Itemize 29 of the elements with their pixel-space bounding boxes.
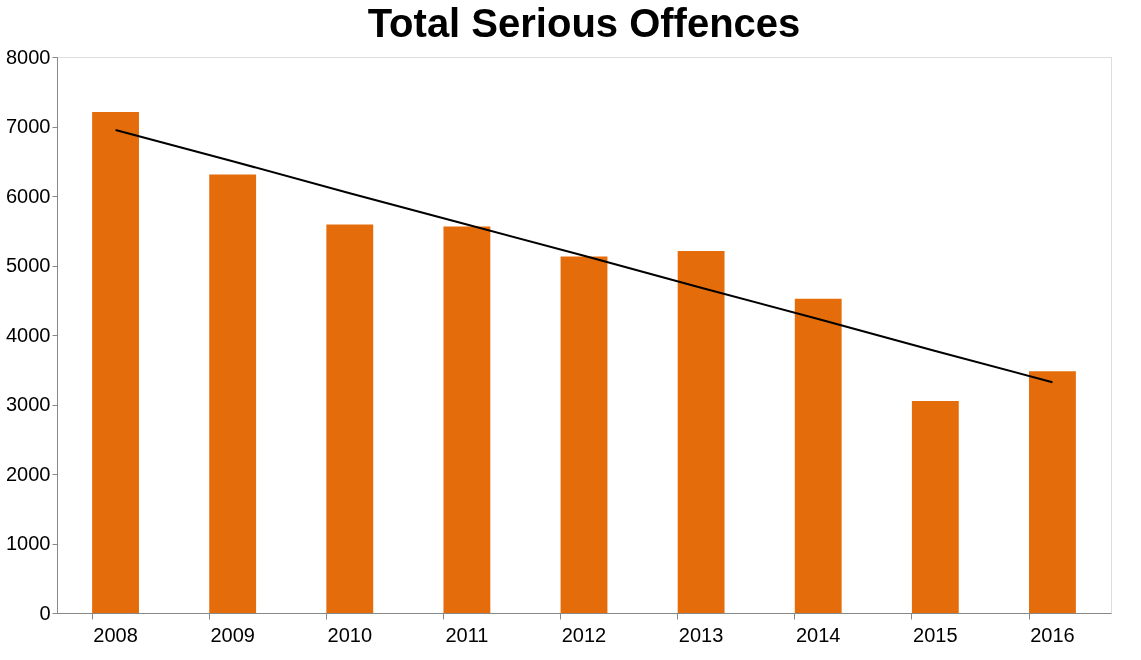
x-tick-label: 2008	[93, 623, 138, 646]
line-series	[114, 128, 1054, 384]
bar	[209, 174, 257, 613]
x-tick-label: 2013	[678, 623, 724, 646]
x-tick-label: 2015	[913, 623, 958, 646]
bar	[911, 401, 959, 613]
y-tick-label: 7000	[6, 115, 51, 137]
x-tick-label: 2010	[327, 623, 373, 646]
bar	[1029, 371, 1076, 613]
bar	[560, 256, 608, 613]
bar	[677, 250, 725, 613]
x-tick-label: 2014	[795, 623, 841, 646]
y-tick-label: 2000	[6, 462, 51, 485]
x-tick-label: 2009	[210, 623, 255, 646]
y-tick-label: 6000	[6, 184, 51, 207]
bar	[794, 298, 842, 613]
bar	[443, 226, 491, 613]
y-tick-label: 5000	[6, 254, 51, 276]
y-tick-label: 4000	[6, 323, 51, 346]
y-tick-label: 0	[39, 601, 51, 624]
x-tick-label: 2012	[561, 623, 607, 646]
x-tick-label: 2011	[445, 623, 489, 646]
bar	[92, 111, 139, 613]
y-tick-label: 3000	[6, 393, 51, 415]
chart-title: Total Serious Offences	[367, 1, 801, 45]
bar	[326, 224, 374, 613]
y-tick-label: 8000	[6, 45, 51, 68]
y-tick-label: 1000	[6, 532, 51, 554]
x-tick-label: 2016	[1030, 623, 1075, 646]
